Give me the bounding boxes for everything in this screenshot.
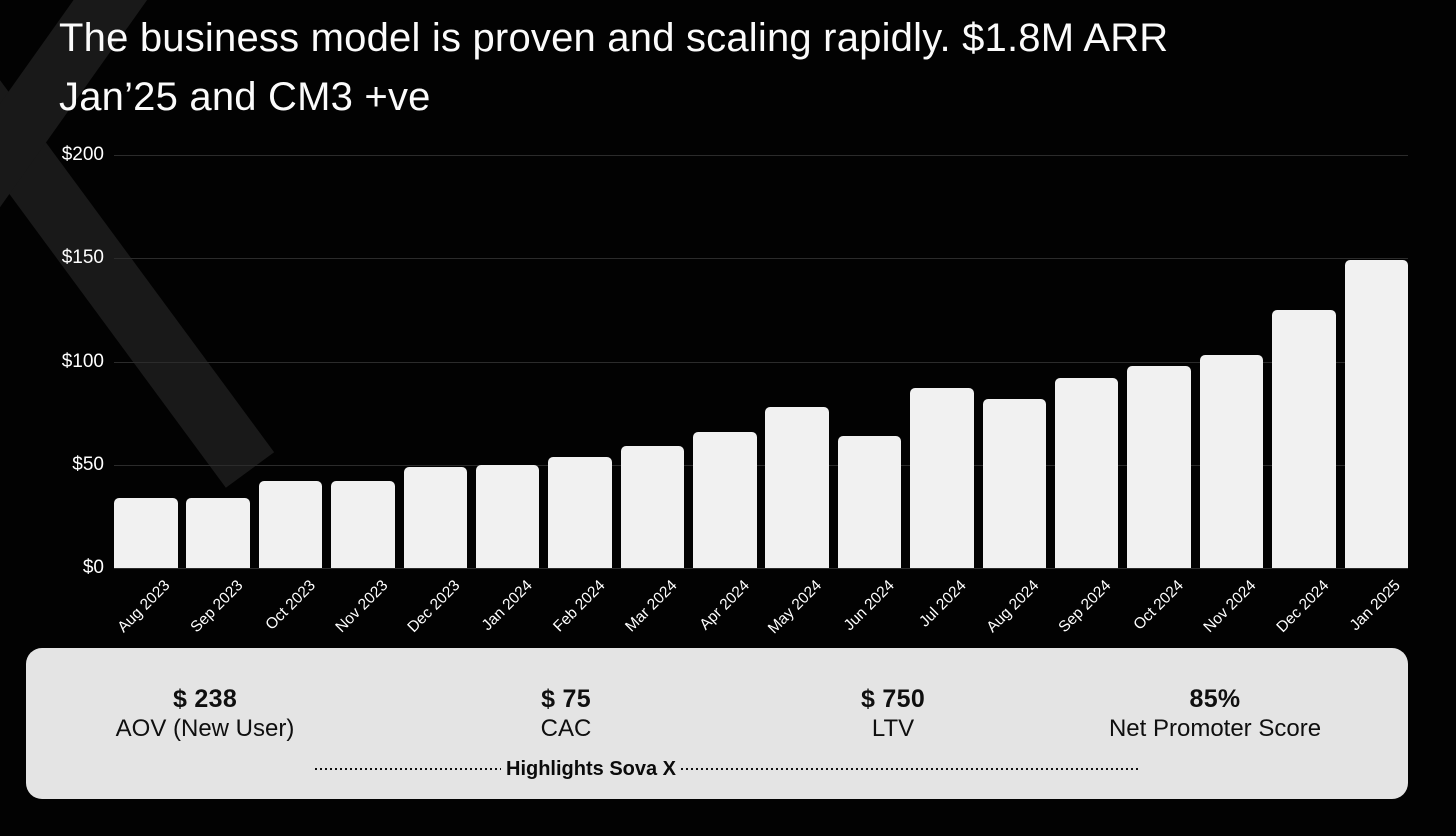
bar bbox=[186, 497, 250, 568]
bar bbox=[331, 481, 395, 568]
bar bbox=[910, 388, 974, 568]
x-axis-tick-label-text: Feb 2024 bbox=[549, 577, 609, 636]
y-axis-tick-label: $50 bbox=[72, 453, 104, 475]
bar bbox=[982, 398, 1047, 568]
x-axis-tick-label-text: May 2024 bbox=[765, 577, 826, 638]
stat-cac-value: $ 75 bbox=[541, 685, 591, 713]
stat-ltv-label: LTV bbox=[871, 715, 915, 742]
gridline bbox=[114, 464, 1408, 466]
slide-title-line2: Jan’25 and CM3 +ve bbox=[59, 75, 431, 119]
gridline bbox=[114, 155, 1408, 156]
stat-aov-value: $ 238 bbox=[172, 685, 238, 713]
stat-aov: $ 238 AOV (New User) bbox=[116, 685, 295, 743]
highlights-divider: Highlights Sova X bbox=[315, 758, 1140, 780]
bar bbox=[693, 431, 757, 568]
stat-ltv: $ 750 LTV bbox=[861, 685, 925, 743]
stat-ltv-value: $ 750 bbox=[860, 685, 926, 713]
bar bbox=[837, 435, 902, 568]
gridline bbox=[114, 361, 1408, 363]
y-axis-tick-label: $0 bbox=[82, 557, 104, 578]
bar bbox=[475, 464, 540, 568]
x-axis-tick-label-text: Oct 2023 bbox=[262, 577, 319, 634]
slide-title: The business model is proven and scaling… bbox=[59, 9, 1399, 127]
divider-label: Highlights Sova X bbox=[506, 757, 677, 780]
x-axis-tick-label-text: Jan 2025 bbox=[1347, 577, 1405, 635]
bar bbox=[1054, 378, 1119, 568]
bar bbox=[620, 446, 685, 568]
x-axis-tick-label-text: Dec 2023 bbox=[404, 577, 464, 636]
x-axis-tick-label-text: Mar 2024 bbox=[622, 577, 681, 636]
bar bbox=[765, 406, 829, 568]
stat-nps-value: 85% bbox=[1189, 685, 1241, 713]
divider-dotted-line-right bbox=[681, 768, 1140, 770]
bar-chart: $0 $50 $100 $150 $200 Aug 2023 Sep 2023 Oct 20… bbox=[0, 144, 1456, 638]
bar bbox=[258, 481, 323, 568]
stat-cac: $ 75 CAC bbox=[541, 685, 592, 743]
bar bbox=[1344, 260, 1408, 568]
x-axis-tick-label-text: Oct 2024 bbox=[1130, 577, 1188, 634]
x-axis-tick-label-text: Dec 2024 bbox=[1272, 577, 1332, 636]
gridline bbox=[114, 568, 1408, 569]
x-axis-tick-label-text: Aug 2023 bbox=[114, 577, 174, 636]
stat-nps: 85% Net Promoter Score bbox=[1109, 685, 1321, 743]
highlights-panel: $ 238 AOV (New User) $ 75 CAC $ 750 LTV … bbox=[26, 648, 1408, 799]
stat-cac-label: CAC bbox=[540, 715, 592, 742]
chart-bars bbox=[0, 155, 1456, 568]
sova-x-watermark-icon bbox=[0, 0, 275, 488]
x-axis-tick-label-text: Jul 2024 bbox=[916, 577, 970, 631]
y-axis-tick-label: $200 bbox=[61, 144, 104, 165]
y-axis-tick-label: $150 bbox=[61, 247, 104, 269]
gridline bbox=[114, 258, 1408, 260]
bar bbox=[1272, 309, 1336, 568]
y-axis-tick-label: $100 bbox=[61, 350, 104, 372]
stat-aov-label: AOV (New User) bbox=[115, 715, 295, 742]
bar bbox=[1127, 365, 1191, 568]
x-axis-tick-label-text: Jan 2024 bbox=[478, 577, 536, 635]
slide-title-line1: The business model is proven and scaling… bbox=[59, 16, 1169, 60]
x-axis-tick-label-text: Nov 2024 bbox=[1200, 577, 1260, 636]
x-axis-tick-label-text: Sep 2024 bbox=[1055, 577, 1115, 636]
bar bbox=[548, 456, 612, 568]
divider-dotted-line-left bbox=[315, 768, 501, 770]
x-axis-tick-label-text: Sep 2023 bbox=[187, 577, 247, 636]
stat-nps-label: Net Promoter Score bbox=[1108, 715, 1322, 742]
x-axis-tick-label-text: Nov 2023 bbox=[331, 577, 391, 636]
x-axis-tick-label-text: Apr 2024 bbox=[696, 577, 753, 634]
x-axis-tick-label-text: Aug 2024 bbox=[983, 577, 1043, 636]
bar bbox=[114, 497, 178, 568]
bar bbox=[403, 466, 468, 568]
x-axis-tick-label-text: Jun 2024 bbox=[840, 577, 898, 635]
bar bbox=[1199, 355, 1264, 568]
